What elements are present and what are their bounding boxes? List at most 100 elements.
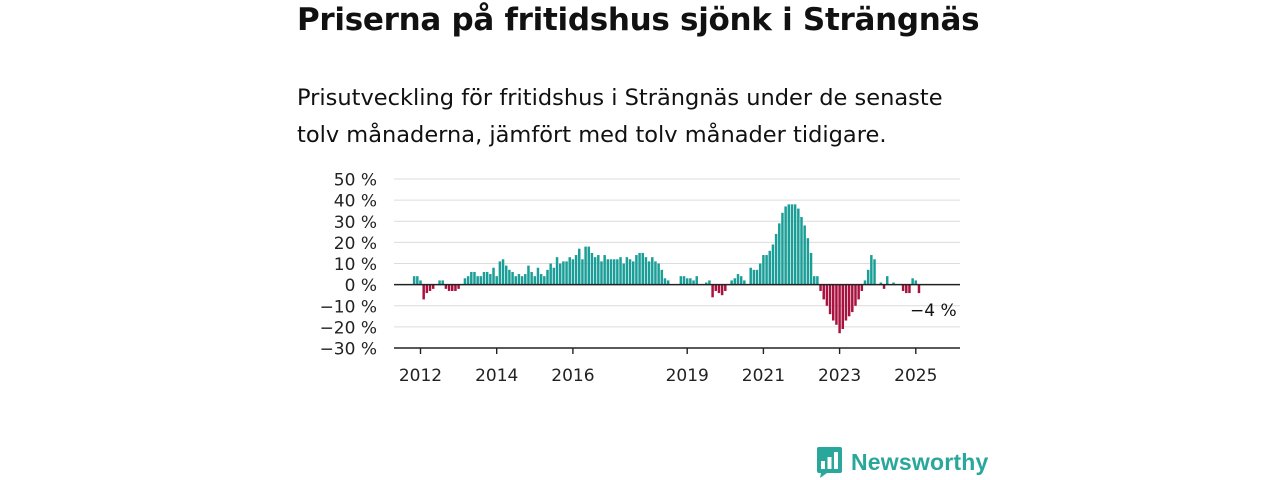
- bar: [511, 271, 514, 285]
- bar: [666, 280, 670, 285]
- bar: [451, 284, 454, 291]
- bar: [492, 267, 495, 285]
- bar: [749, 267, 752, 285]
- bar: [816, 276, 819, 285]
- bar: [495, 276, 498, 285]
- bar: [885, 276, 889, 285]
- bar: [571, 259, 575, 285]
- bar: [663, 278, 667, 285]
- bar: [838, 284, 841, 334]
- bar: [600, 261, 603, 285]
- bar: [431, 284, 435, 289]
- bar: [860, 284, 864, 291]
- bar: [771, 244, 775, 285]
- bar: [870, 255, 873, 285]
- bar: [590, 252, 594, 285]
- bar: [638, 252, 641, 285]
- bar: [644, 257, 648, 285]
- bar: [797, 208, 800, 285]
- bar: [736, 274, 740, 285]
- bar: [762, 255, 765, 285]
- bar: [819, 284, 822, 291]
- bar: [581, 259, 584, 285]
- bar: [660, 269, 664, 285]
- bar: [768, 250, 771, 285]
- bar: [892, 282, 895, 285]
- bar: [882, 284, 886, 289]
- bar: [514, 276, 517, 285]
- bar: [739, 276, 743, 285]
- bar: [752, 269, 756, 285]
- bar: [533, 276, 537, 285]
- bar: [628, 259, 632, 285]
- bar: [806, 238, 810, 285]
- bar: [844, 284, 848, 321]
- bar: [546, 269, 549, 285]
- bar: [679, 276, 683, 285]
- bar: [717, 284, 721, 294]
- bar: [866, 269, 870, 285]
- bar: [781, 212, 784, 285]
- bar: [625, 257, 629, 285]
- y-tick-label: −20 %: [320, 318, 377, 338]
- bar: [730, 280, 733, 285]
- bar: [654, 261, 657, 285]
- bar: [616, 259, 619, 285]
- bar: [549, 263, 552, 285]
- bar: [498, 261, 502, 285]
- x-tick-label: 2014: [475, 366, 518, 386]
- bar: [790, 204, 794, 285]
- bar: [444, 284, 448, 289]
- bar: [822, 284, 825, 300]
- bar: [685, 278, 689, 285]
- bar: [803, 225, 806, 285]
- bar: [485, 271, 489, 285]
- bar: [473, 271, 476, 285]
- bar: [733, 278, 737, 285]
- brand-logo: Newsworthy: [816, 446, 988, 479]
- bar: [603, 255, 606, 285]
- bar: [609, 259, 613, 285]
- bar: [841, 284, 845, 329]
- y-tick-label: 50 %: [334, 171, 377, 191]
- bar: [714, 284, 718, 291]
- bar: [578, 248, 581, 285]
- axes: [394, 283, 960, 354]
- bar: [412, 276, 416, 285]
- bar: [574, 255, 578, 285]
- bar: [825, 284, 829, 306]
- bar: [441, 280, 444, 285]
- bar: [558, 263, 562, 285]
- x-tick-label: 2016: [551, 366, 594, 386]
- bar: [466, 276, 470, 285]
- bar: [530, 271, 533, 285]
- bar: [758, 263, 762, 285]
- bar: [784, 206, 787, 285]
- bar: [635, 255, 638, 285]
- x-tick-label: 2023: [818, 366, 861, 386]
- bar: [568, 257, 571, 285]
- bar: [720, 284, 724, 296]
- bar: [457, 284, 460, 289]
- bar: [565, 261, 568, 285]
- bar: [508, 269, 511, 285]
- bar: [501, 259, 505, 285]
- bar: [724, 284, 727, 291]
- bar: [584, 246, 587, 285]
- brand-name: Newsworthy: [851, 449, 989, 475]
- bar: [476, 276, 479, 285]
- bar: [447, 284, 451, 291]
- bar: [536, 267, 540, 285]
- bar: [787, 204, 791, 285]
- bar: [597, 255, 600, 285]
- bar: [619, 257, 622, 285]
- bar: [800, 217, 803, 285]
- y-tick-label: 40 %: [334, 192, 377, 212]
- bar: [562, 261, 565, 285]
- bar: [539, 274, 543, 285]
- bar: [774, 233, 778, 285]
- bar: [593, 257, 597, 285]
- bar: [543, 276, 546, 285]
- bar-series: [412, 204, 921, 334]
